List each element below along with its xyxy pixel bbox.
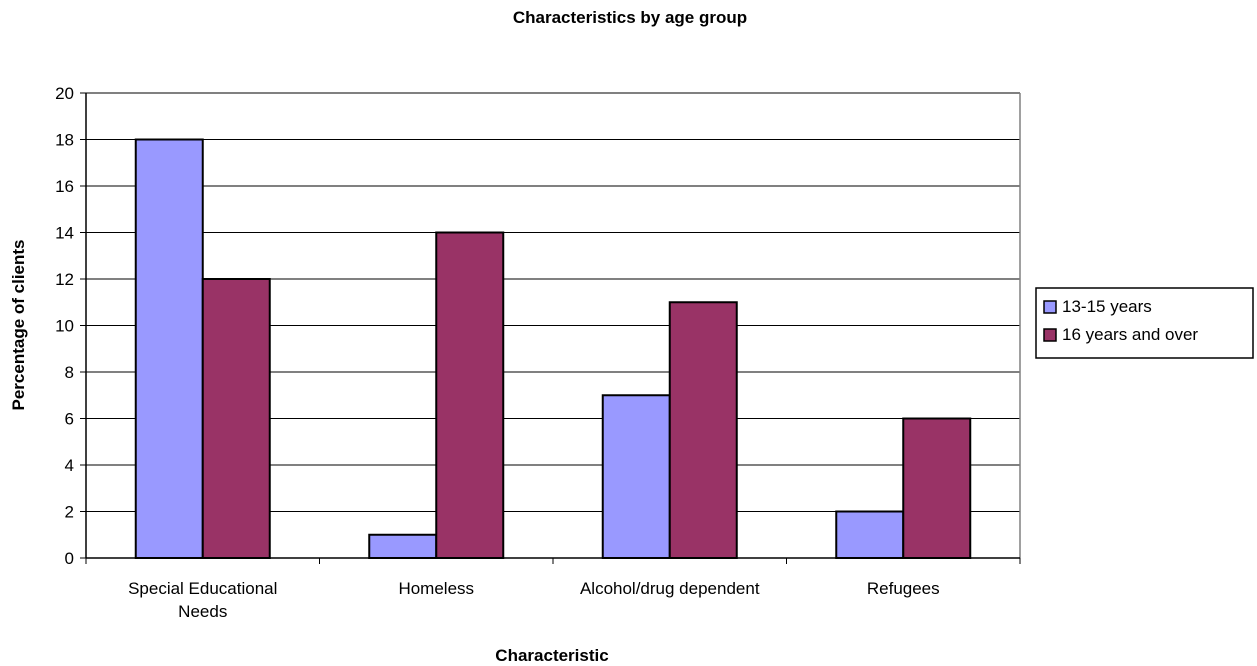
chart-title: Characteristics by age group: [513, 8, 747, 27]
y-tick-label: 20: [55, 84, 74, 103]
x-category-label: Homeless: [398, 579, 474, 598]
x-category-label: Refugees: [867, 579, 940, 598]
legend-label-1: 13-15 years: [1062, 297, 1152, 316]
y-tick-label: 16: [55, 177, 74, 196]
y-tick-label: 8: [65, 363, 74, 382]
legend-swatch-2: [1043, 328, 1057, 342]
plot-area: 0 2 4 6 8 10 12 14 16 18 20 Special Educational Need…: [55, 84, 1021, 621]
bar-series-2: [435, 231, 505, 559]
y-tick-label: 14: [55, 224, 74, 243]
x-category-label: Special Educational: [128, 579, 277, 598]
bar-series-1: [134, 138, 204, 559]
x-category-label: Alcohol/drug dependent: [580, 579, 760, 598]
legend: 13-15 years 16 years and over: [1035, 287, 1254, 359]
y-tick-label: 18: [55, 131, 74, 150]
x-category-label: Needs: [178, 602, 227, 621]
y-tick-label: 0: [65, 549, 74, 568]
legend-box: [1035, 287, 1254, 359]
bar-series-2: [201, 278, 271, 559]
y-tick-label: 6: [65, 410, 74, 429]
bar-series-1: [601, 394, 671, 559]
bar-series-1: [368, 533, 438, 559]
bar-series-1: [835, 510, 905, 559]
bar-series-2: [902, 417, 972, 559]
x-axis-title: Characteristic: [495, 646, 608, 665]
y-tick-label: 12: [55, 270, 74, 289]
y-tick-label: 4: [65, 456, 74, 475]
bar-series-2: [668, 301, 738, 559]
legend-label-2: 16 years and over: [1062, 325, 1198, 344]
y-tick-label: 10: [55, 317, 74, 336]
y-axis-title: Percentage of clients: [9, 239, 28, 410]
legend-swatch-1: [1043, 300, 1057, 314]
y-tick-label: 2: [65, 503, 74, 522]
